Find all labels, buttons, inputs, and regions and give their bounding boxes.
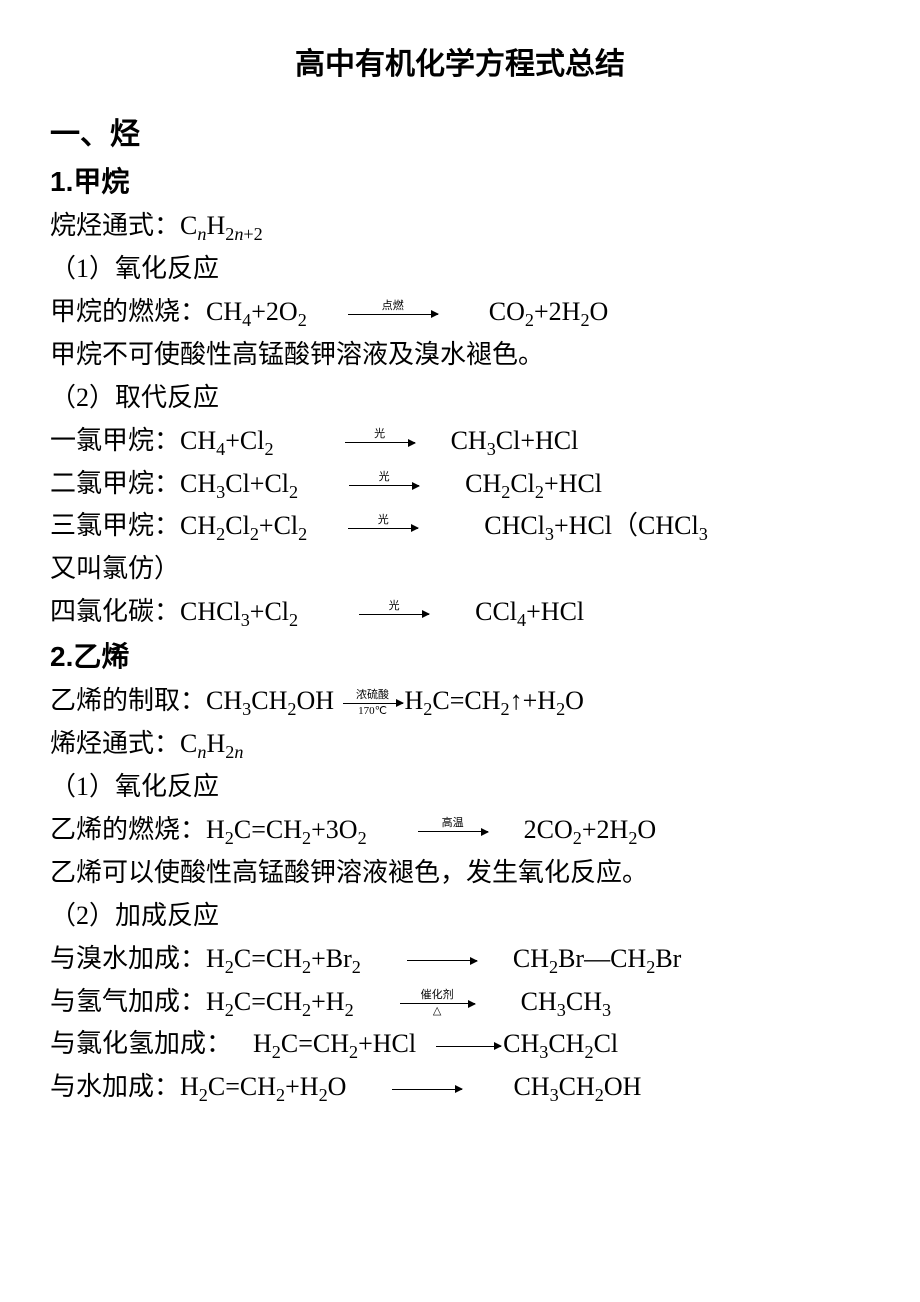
add-hcl-lhs: H2C=CH2+HCl (253, 1029, 416, 1058)
arrow-condition-top: 催化剂 (400, 990, 475, 1001)
tetra-label: 四氯化碳： (50, 597, 180, 626)
chloromethane-tri-a: 三氯甲烷：CH2Cl2+Cl2 光 CHCl3+HCl（CHCl3 (50, 505, 870, 548)
arrow-condition-top: 光 (348, 515, 418, 526)
reaction-arrow (407, 947, 477, 974)
add-h2o-lhs: H2C=CH2+H2O (180, 1072, 346, 1101)
arrow-condition-bot: △ (400, 1006, 475, 1017)
chloromethane-tri-b: 又叫氯仿） (50, 548, 870, 591)
ethene-preparation: 乙烯的制取：CH3CH2OH 浓硫酸 170℃ H2C=CH2↑+H2O (50, 680, 870, 723)
alkane-formula-label: 烷烃通式： (50, 211, 180, 240)
di-rhs: CH2Cl2+HCl (465, 469, 602, 498)
mono-lhs: CH4+Cl2 (180, 426, 274, 455)
alkene-formula-line: 烯烃通式：CnH2n (50, 723, 870, 766)
addition-h2: 与氢气加成：H2C=CH2+H2 催化剂 △ CH3CH3 (50, 981, 870, 1024)
reaction-2-1-heading: （1）氧化反应 (50, 766, 870, 809)
add-h2-rhs: CH3CH3 (521, 987, 611, 1016)
subsection-1: 1.甲烷 (50, 159, 870, 205)
ethene-prep-lhs: CH3CH2OH (206, 686, 334, 715)
addition-hcl: 与氯化氢加成： H2C=CH2+HCl CH3CH2Cl (50, 1023, 870, 1066)
methane-combustion: 甲烷的燃烧：CH4+2O2 点燃 CO2+2H2O (50, 291, 870, 334)
arrow-condition-top: 光 (349, 472, 419, 483)
reaction-2-2-heading: （2）加成反应 (50, 895, 870, 938)
arrow-condition-top: 点燃 (348, 301, 438, 312)
ethene-combustion: 乙烯的燃烧：H2C=CH2+3O2 高温 2CO2+2H2O (50, 809, 870, 852)
addition-br2: 与溴水加成：H2C=CH2+Br2 CH2Br—CH2Br (50, 938, 870, 981)
add-hcl-rhs: CH3CH2Cl (503, 1029, 618, 1058)
reaction-arrow: 光 (348, 515, 418, 542)
tetra-lhs: CHCl3+Cl2 (180, 597, 298, 626)
reaction-arrow: 高温 (418, 818, 488, 845)
ethene-burn-label: 乙烯的燃烧： (50, 815, 206, 844)
tetra-rhs: CCl4+HCl (475, 597, 584, 626)
chloromethane-di: 二氯甲烷：CH3Cl+Cl2 光 CH2Cl2+HCl (50, 463, 870, 506)
page-title: 高中有机化学方程式总结 (50, 40, 870, 90)
ethene-note: 乙烯可以使酸性高锰酸钾溶液褪色，发生氧化反应。 (50, 852, 870, 895)
reaction-arrow: 光 (359, 601, 429, 628)
add-br-label: 与溴水加成： (50, 944, 206, 973)
addition-h2o: 与水加成：H2C=CH2+H2O CH3CH2OH (50, 1066, 870, 1109)
methane-burn-label: 甲烷的燃烧： (50, 297, 206, 326)
arrow-condition-top: 浓硫酸 (343, 690, 403, 701)
add-br-rhs: CH2Br—CH2Br (513, 944, 681, 973)
reaction-arrow: 点燃 (348, 301, 438, 328)
arrow-condition-top: 高温 (418, 818, 488, 829)
add-br-lhs: H2C=CH2+Br2 (206, 944, 361, 973)
ethene-burn-rhs: 2CO2+2H2O (524, 815, 657, 844)
add-h2o-rhs: CH3CH2OH (513, 1072, 641, 1101)
reaction-1-1-heading: （1）氧化反应 (50, 248, 870, 291)
alkane-formula: CnH2n+2 (180, 211, 263, 240)
reaction-arrow: 催化剂 △ (400, 990, 475, 1017)
ethene-prep-rhs: H2C=CH2↑+H2O (405, 686, 584, 715)
subsection-2: 2.乙烯 (50, 634, 870, 680)
add-hcl-label: 与氯化氢加成： (50, 1029, 232, 1058)
carbon-tetrachloride: 四氯化碳：CHCl3+Cl2 光 CCl4+HCl (50, 591, 870, 634)
alkene-formula-label: 烯烃通式： (50, 729, 180, 758)
ethene-prep-label: 乙烯的制取： (50, 686, 206, 715)
ethene-burn-lhs: H2C=CH2+3O2 (206, 815, 367, 844)
mono-label: 一氯甲烷： (50, 426, 180, 455)
mono-rhs: CH3Cl+HCl (451, 426, 579, 455)
methane-note: 甲烷不可使酸性高锰酸钾溶液及溴水褪色。 (50, 334, 870, 377)
tri-rhs-a: CHCl3+HCl（CHCl3 (484, 511, 708, 540)
add-h2-lhs: H2C=CH2+H2 (206, 987, 354, 1016)
reaction-arrow (436, 1033, 501, 1060)
section-heading-1: 一、烃 (50, 110, 870, 160)
reaction-arrow: 浓硫酸 170℃ (343, 690, 403, 717)
chloromethane-mono: 一氯甲烷：CH4+Cl2 光 CH3Cl+HCl (50, 420, 870, 463)
arrow-condition-top: 光 (359, 601, 429, 612)
di-label: 二氯甲烷： (50, 469, 180, 498)
reaction-arrow (392, 1076, 462, 1103)
tri-lhs: CH2Cl2+Cl2 (180, 511, 307, 540)
add-h2-label: 与氢气加成： (50, 987, 206, 1016)
alkane-formula-line: 烷烃通式：CnH2n+2 (50, 205, 870, 248)
tri-label: 三氯甲烷： (50, 511, 180, 540)
reaction-1-2-heading: （2）取代反应 (50, 377, 870, 420)
arrow-condition-top: 光 (345, 429, 415, 440)
add-h2o-label: 与水加成： (50, 1072, 180, 1101)
methane-burn-lhs: CH4+2O2 (206, 297, 307, 326)
alkene-formula: CnH2n (180, 729, 243, 758)
arrow-condition-bot: 170℃ (343, 706, 403, 717)
methane-burn-rhs: CO2+2H2O (489, 297, 609, 326)
di-lhs: CH3Cl+Cl2 (180, 469, 298, 498)
reaction-arrow: 光 (349, 472, 419, 499)
reaction-arrow: 光 (345, 429, 415, 456)
